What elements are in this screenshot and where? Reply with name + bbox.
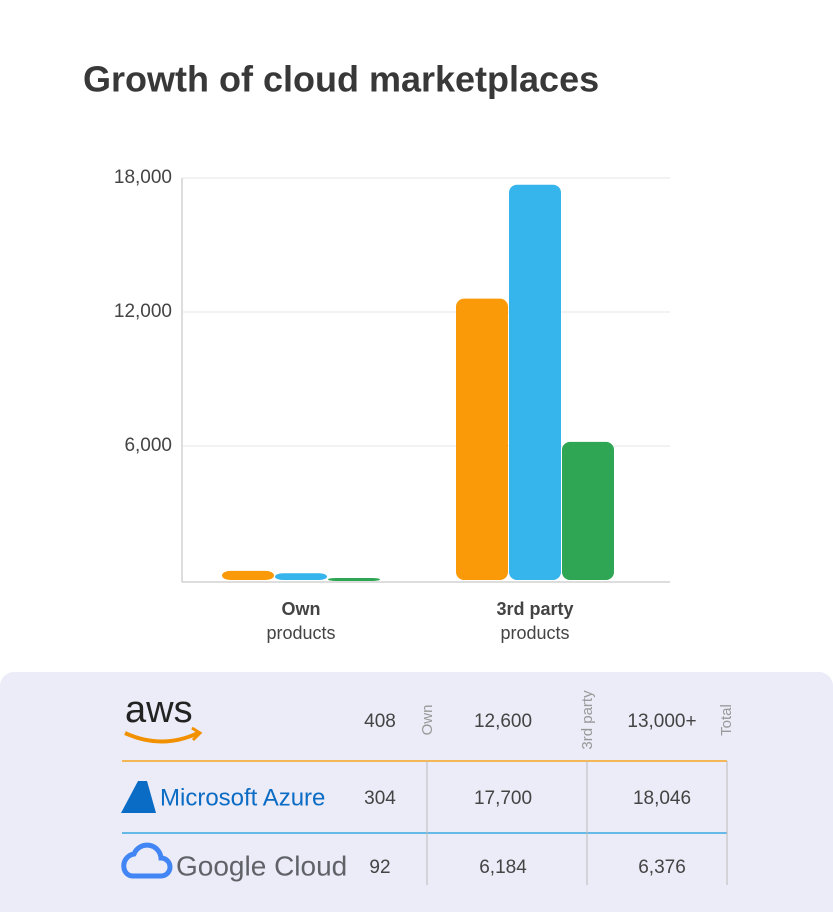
x-tick-label: Own: [282, 599, 321, 619]
bar: [328, 577, 380, 581]
x-tick-sublabel: products: [266, 623, 335, 643]
table-cell: 17,700: [474, 788, 532, 809]
table-cell: 408: [364, 711, 396, 732]
y-tick-label: 18,000: [114, 167, 172, 188]
bar: [222, 570, 274, 580]
bar: [456, 298, 508, 580]
aws-arrow: [191, 726, 203, 742]
table-cell: 18,046: [633, 788, 691, 809]
table-cell: 6,376: [638, 857, 686, 878]
table-cell: 13,000+: [627, 711, 696, 732]
row-logo-text: Microsoft Azure: [160, 784, 325, 811]
table-cell: 12,600: [474, 711, 532, 732]
bar: [562, 441, 614, 580]
table-cell: 304: [364, 788, 396, 809]
azure-icon: [121, 781, 156, 813]
bar: [275, 573, 327, 580]
y-tick-label: 6,000: [124, 435, 172, 456]
table-cell: 92: [369, 857, 390, 878]
chart-title: Growth of cloud marketplaces: [83, 59, 599, 100]
bar: [509, 184, 561, 580]
table-cell: 6,184: [479, 857, 527, 878]
google-cloud-icon: [121, 842, 173, 879]
aws-smile: [124, 731, 199, 744]
column-header: Own: [419, 705, 436, 736]
column-header: Total: [718, 704, 735, 736]
row-logo-text: aws: [125, 689, 193, 731]
row-logo-text: Google Cloud: [176, 850, 347, 881]
column-header: 3rd party: [579, 690, 596, 750]
x-tick-sublabel: products: [500, 623, 569, 643]
table-panel: [0, 672, 833, 912]
y-tick-label: 12,000: [114, 301, 172, 322]
x-tick-label: 3rd party: [496, 599, 573, 619]
